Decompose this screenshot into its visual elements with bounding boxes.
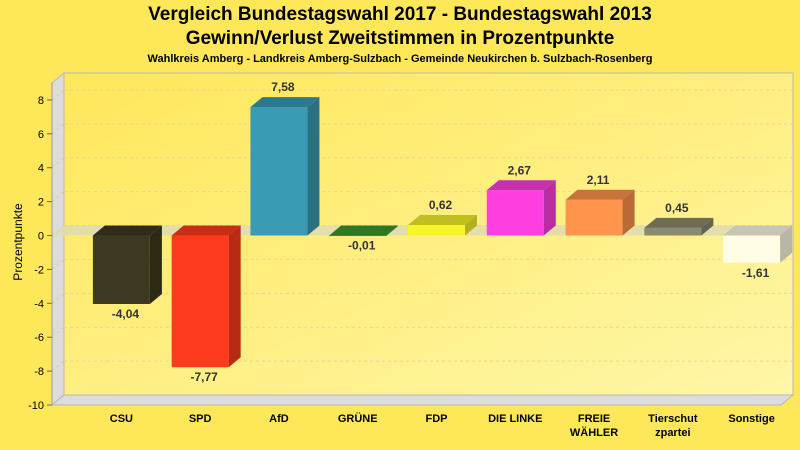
x-tick-label-line: Sonstige: [728, 413, 774, 425]
data-label: 2,11: [587, 173, 610, 187]
data-label: -7,77: [190, 370, 218, 384]
bar-top: [92, 225, 162, 236]
data-label: 0,45: [665, 201, 689, 215]
bar-4: 0,62: [408, 198, 477, 236]
data-label: 0,62: [429, 198, 453, 212]
x-tick-label-line: SPD: [189, 413, 212, 425]
x-tick-label: Sonstige: [728, 413, 774, 425]
bar-0: -4,04: [92, 225, 162, 321]
y-axis-title: Prozentpunkte: [11, 203, 25, 281]
y-tick-label: 6: [38, 129, 44, 141]
gridline-diag: [51, 326, 65, 338]
bar-side: [780, 225, 793, 263]
chart-subtitle-location: Wahlkreis Amberg - Landkreis Amberg-Sulz…: [147, 53, 653, 65]
bar-3: -0,01: [329, 225, 399, 253]
y-tick-label: -4: [34, 298, 44, 310]
bar-side: [307, 97, 320, 236]
y-tick-label: 0: [38, 231, 44, 243]
bar-side: [386, 225, 399, 237]
bar-side: [228, 225, 241, 368]
x-tick-label: SPD: [189, 413, 212, 425]
bar-6: 2,11: [565, 173, 635, 236]
y-tick-label: 4: [38, 163, 44, 175]
x-tick-label-line: CSU: [110, 413, 133, 425]
gridline-diag: [51, 191, 65, 203]
x-tick-label: FREIE WÄHLER: [570, 413, 618, 439]
bar-side: [622, 189, 635, 236]
chart-subtitle: Gewinn/Verlust Zweitstimmen in Prozentpu…: [185, 28, 615, 49]
bar-front: [250, 107, 308, 236]
bar-front: [329, 235, 387, 237]
bar-front: [92, 235, 150, 304]
gridline-diag: [51, 123, 65, 135]
bar-front: [486, 190, 544, 236]
plot-area: [50, 71, 795, 407]
x-tick-label-line: GRÜNE: [338, 412, 378, 425]
bar-top: [486, 180, 556, 191]
bar-7: 0,45: [644, 201, 714, 236]
x-tick-label-line: FREIE: [578, 413, 610, 425]
x-tick-label: Tierschut zpartei: [648, 413, 698, 439]
y-tick-label: 8: [38, 95, 44, 107]
x-tick-label-line: Tierschut: [648, 413, 698, 425]
bar-top: [408, 215, 477, 226]
bar-top: [565, 189, 635, 200]
bar-top: [723, 225, 793, 236]
bar-side: [149, 225, 162, 304]
gridline-diag: [51, 259, 65, 270]
x-axis-labels: CSU SPD AfD GRÜNE FDP DIE LINKE FREIE WÄHLER Tie…: [110, 412, 775, 439]
bar-side: [701, 217, 714, 236]
y-tick-label: -10: [28, 400, 44, 412]
x-tick-label: GRÜNE: [338, 412, 378, 425]
data-label: -1,61: [742, 266, 770, 280]
bar-top: [250, 97, 320, 108]
x-tick-label: FDP: [426, 413, 448, 425]
data-label: 7,58: [271, 80, 295, 94]
bar-front: [171, 235, 229, 368]
bar-side: [465, 215, 477, 236]
bar-top: [329, 225, 399, 236]
gridline-diag: [51, 292, 65, 304]
bar-side: [543, 180, 556, 236]
bar-8: -1,61: [723, 225, 793, 280]
bar-front: [565, 199, 623, 236]
bar-5: 2,67: [486, 163, 556, 236]
x-tick-label-line: WÄHLER: [570, 426, 618, 439]
data-label: -0,01: [348, 239, 376, 253]
y-tick-label: -6: [34, 332, 44, 344]
x-tick-label: DIE LINKE: [488, 413, 542, 425]
y-tick-label: -8: [34, 366, 44, 378]
chart-title: Vergleich Bundestagswahl 2017 - Bundesta…: [148, 4, 652, 25]
x-tick-label: CSU: [110, 413, 133, 425]
gridline-diag: [51, 89, 65, 101]
bar-top: [644, 217, 714, 228]
bar-1: -7,77: [171, 225, 241, 384]
data-label: -4,04: [112, 307, 140, 321]
x-tick-label: AfD: [269, 413, 289, 425]
gridline-diag: [51, 360, 65, 372]
x-tick-label-line: AfD: [269, 413, 289, 425]
x-tick-label-line: zpartei: [655, 427, 690, 439]
bar-front: [408, 225, 465, 236]
data-label: 2,67: [508, 163, 532, 177]
bar-front: [644, 227, 702, 236]
y-axis: -10 -8 -6 -4 -2 0 2 4 6 8: [28, 83, 53, 412]
floor: [50, 394, 795, 406]
y-tick-label: 2: [38, 197, 44, 209]
bars: -4,04 -7,77 7,58 -0,01 0,62 2,67 2,11 0,45 -1,61: [92, 80, 793, 384]
bar-front: [723, 235, 781, 263]
bar-2: 7,58: [250, 80, 320, 236]
side-wall: [51, 71, 65, 407]
y-tick-label: -2: [34, 264, 44, 276]
x-tick-label-line: FDP: [426, 413, 448, 425]
gridline-diag: [51, 157, 65, 169]
x-tick-label-line: DIE LINKE: [488, 413, 542, 425]
bar-top: [171, 225, 241, 236]
